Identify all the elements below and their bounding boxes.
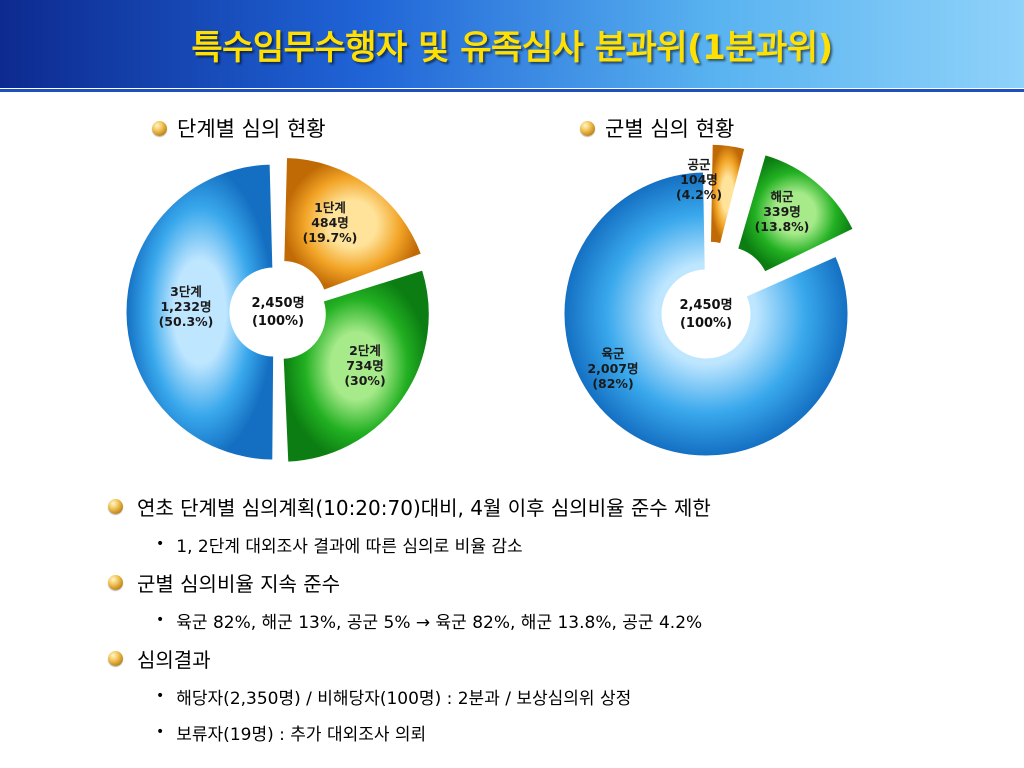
stage-slice-1-label-0: 2단계 <box>349 343 381 358</box>
title-divider <box>0 89 1024 92</box>
stage-slice-2-label-1: 1,232명 <box>160 299 211 314</box>
branch-slice-0 <box>709 143 746 245</box>
bullet-item: 연초 단계별 심의계획(10:20:70)대비, 4월 이후 심의비율 준수 제… <box>108 486 1008 526</box>
branch-slice-0-label-1: 104명 <box>680 172 718 187</box>
bullet-text: 연초 단계별 심의계획(10:20:70)대비, 4월 이후 심의비율 준수 제… <box>137 495 711 520</box>
bullet-ball-icon <box>108 650 123 666</box>
stage-center-percent: (100%) <box>252 314 304 329</box>
sub-bullet-dot-icon: • <box>156 688 165 704</box>
stage-slice-2-label-2: (50.3%) <box>159 314 214 329</box>
branch-center-total: 2,450명 <box>679 297 732 313</box>
sub-bullet-dot-icon: • <box>156 536 165 552</box>
sub-bullet-item: • 육군 82%, 해군 13%, 공군 5% → 육군 82%, 해군 13.… <box>108 602 1008 638</box>
bullet-text: 심의결과 <box>137 647 211 672</box>
branch-slice-1 <box>737 154 854 273</box>
stage-chart-heading: 단계별 심의 현황 <box>152 113 326 143</box>
bullet-item: 심의결과 <box>108 638 1008 678</box>
stage-center-total: 2,450명 <box>251 295 304 311</box>
branch-slice-1-label-0: 해군 <box>770 189 794 204</box>
branch-slice-0-label-2: (4.2%) <box>676 187 722 202</box>
stage-slice-2 <box>125 163 275 461</box>
page-title: 특수임무수행자 및 유족심사 분과위(1분과위) <box>191 27 833 68</box>
sub-bullet-dot-icon: • <box>156 724 165 740</box>
bullet-ball-icon <box>580 120 595 136</box>
sub-bullet-dot-icon: • <box>156 612 165 628</box>
branch-slice-2-label-2: (82%) <box>592 376 633 391</box>
branch-slice-1-label-1: 339명 <box>763 204 801 219</box>
branch-donut-hole <box>662 270 750 358</box>
sub-bullet-item: • 1, 2단계 대외조사 결과에 따른 심의로 비율 감소 <box>108 526 1008 562</box>
stage-slice-0 <box>283 157 423 291</box>
branch-chart-heading-label: 군별 심의 현황 <box>605 117 735 141</box>
bullet-text: 군별 심의비율 지속 준수 <box>137 571 341 596</box>
branch-slice-2-label-0: 육군 <box>601 346 625 361</box>
bullet-item: 군별 심의비율 지속 준수 <box>108 562 1008 602</box>
summary-bullets: 연초 단계별 심의계획(10:20:70)대비, 4월 이후 심의비율 준수 제… <box>108 486 1008 750</box>
stage-slice-0-label-2: (19.7%) <box>303 230 358 245</box>
stage-slice-0-label-0: 1단계 <box>314 200 346 215</box>
stage-slice-1 <box>282 269 430 463</box>
stage-chart-heading-label: 단계별 심의 현황 <box>177 117 326 141</box>
sub-bullet-text: 1, 2단계 대외조사 결과에 따른 심의로 비율 감소 <box>176 536 523 557</box>
sub-bullet-text: 보류자(19명) : 추가 대외조사 의뢰 <box>176 724 427 745</box>
sub-bullet-item: • 보류자(19명) : 추가 대외조사 의뢰 <box>108 714 1008 750</box>
sub-bullet-item: • 해당자(2,350명) / 비해당자(100명) : 2분과 / 보상심의위… <box>108 678 1008 714</box>
title-bar: 특수임무수행자 및 유족심사 분과위(1분과위) <box>0 0 1024 88</box>
branch-chart-heading: 군별 심의 현황 <box>580 113 734 143</box>
stage-slice-2-label-0: 3단계 <box>170 284 202 299</box>
branch-center-percent: (100%) <box>680 316 732 331</box>
stage-slice-1-label-2: (30%) <box>344 373 385 388</box>
branch-slice-1-label-2: (13.8%) <box>755 219 810 234</box>
bullet-ball-icon <box>108 498 123 514</box>
branch-slice-0-label-0: 공군 <box>687 157 711 172</box>
sub-bullet-text: 육군 82%, 해군 13%, 공군 5% → 육군 82%, 해군 13.8%… <box>176 612 703 633</box>
branch-slice-2-label-1: 2,007명 <box>587 361 638 376</box>
bullet-ball-icon <box>152 120 167 136</box>
bullet-ball-icon <box>108 574 123 590</box>
stage-slice-0-label-1: 484명 <box>311 215 349 230</box>
stage-donut-hole <box>234 268 322 356</box>
stage-slice-1-label-1: 734명 <box>346 358 384 373</box>
sub-bullet-text: 해당자(2,350명) / 비해당자(100명) : 2분과 / 보상심의위 상… <box>176 688 632 709</box>
